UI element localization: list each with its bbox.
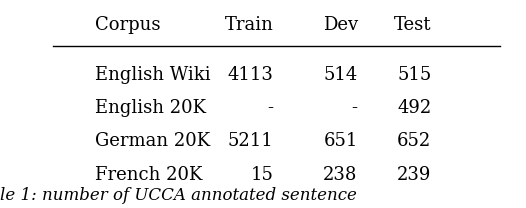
Text: German 20K: German 20K <box>95 132 210 150</box>
Text: Test: Test <box>394 16 431 34</box>
Text: 4113: 4113 <box>228 66 274 84</box>
Text: -: - <box>352 99 358 117</box>
Text: English Wiki: English Wiki <box>95 66 210 84</box>
Text: French 20K: French 20K <box>95 166 202 184</box>
Text: 652: 652 <box>397 132 431 150</box>
Text: 651: 651 <box>323 132 358 150</box>
Text: -: - <box>268 99 274 117</box>
Text: Train: Train <box>225 16 274 34</box>
Text: 239: 239 <box>397 166 431 184</box>
Text: 15: 15 <box>251 166 274 184</box>
Text: Corpus: Corpus <box>95 16 160 34</box>
Text: 514: 514 <box>323 66 358 84</box>
Text: Dev: Dev <box>322 16 358 34</box>
Text: English 20K: English 20K <box>95 99 206 117</box>
Text: 492: 492 <box>397 99 431 117</box>
Text: 238: 238 <box>323 166 358 184</box>
Text: le 1: number of UCCA annotated sentence: le 1: number of UCCA annotated sentence <box>0 187 357 204</box>
Text: 5211: 5211 <box>228 132 274 150</box>
Text: 515: 515 <box>397 66 431 84</box>
